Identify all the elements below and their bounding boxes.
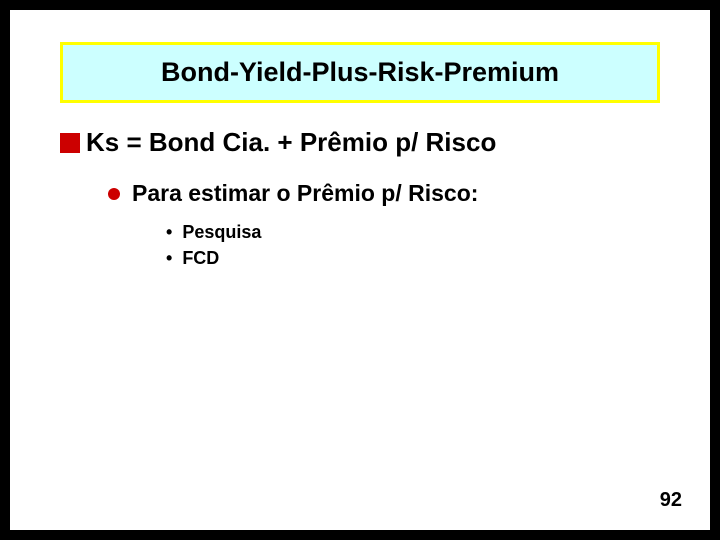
item-text-2: FCD — [182, 247, 219, 269]
slide-title: Bond-Yield-Plus-Risk-Premium — [73, 57, 647, 88]
list-item: • Pesquisa — [166, 221, 660, 243]
square-bullet-icon — [60, 133, 80, 153]
sub-point-text: Para estimar o Prêmio p/ Risco: — [132, 180, 478, 207]
list-item: • FCD — [166, 247, 660, 269]
circle-bullet-icon — [108, 188, 120, 200]
content-area: Ks = Bond Cia. + Prêmio p/ Risco Para es… — [10, 103, 710, 269]
sub-bullet-row: Para estimar o Prêmio p/ Risco: — [108, 180, 660, 207]
item-text-1: Pesquisa — [182, 221, 261, 243]
dot-bullet-icon: • — [166, 221, 172, 243]
page-number: 92 — [660, 489, 682, 512]
main-point-text: Ks = Bond Cia. + Prêmio p/ Risco — [86, 127, 496, 158]
dot-bullet-icon: • — [166, 247, 172, 269]
main-bullet-row: Ks = Bond Cia. + Prêmio p/ Risco — [60, 127, 660, 158]
title-box: Bond-Yield-Plus-Risk-Premium — [60, 42, 660, 103]
slide-container: Bond-Yield-Plus-Risk-Premium Ks = Bond C… — [10, 10, 710, 530]
